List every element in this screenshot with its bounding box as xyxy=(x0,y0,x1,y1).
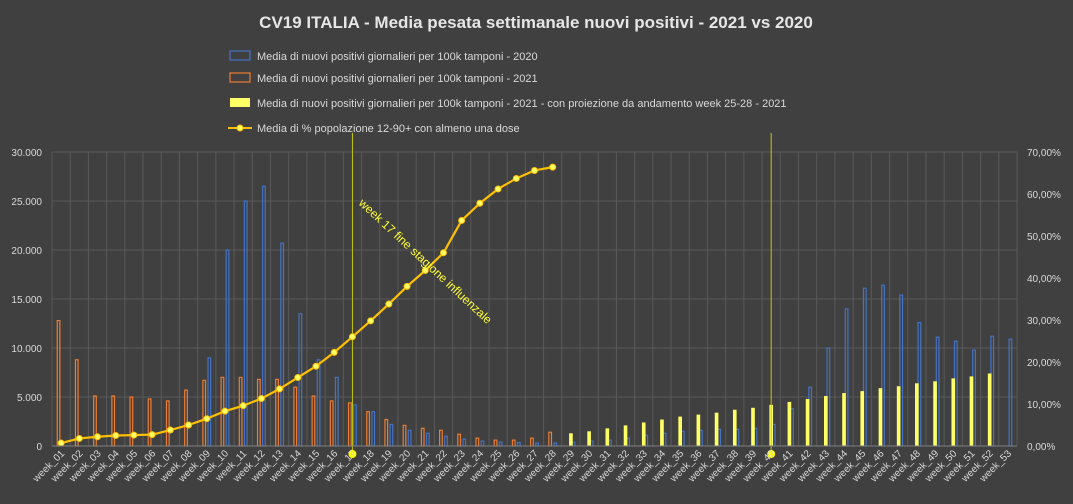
dose-point xyxy=(57,439,65,447)
dose-point xyxy=(203,415,211,423)
right-axis-tick-label: 0,00% xyxy=(1027,442,1055,453)
legend-swatch-3 xyxy=(230,98,250,107)
bar-series-3 xyxy=(587,431,591,446)
dose-point xyxy=(257,395,265,403)
dose-point xyxy=(221,407,229,415)
dose-point xyxy=(421,266,429,274)
left-axis-tick-label: 5.000 xyxy=(17,393,42,404)
dose-point xyxy=(494,185,502,193)
bar-series-3 xyxy=(787,401,792,446)
dose-point xyxy=(75,434,83,442)
chart-title: CV19 ITALIA - Media pesata settimanale n… xyxy=(259,13,813,32)
dose-point xyxy=(531,166,538,174)
dose-point xyxy=(94,433,102,441)
legend: Media di nuovi positivi giornalieri per … xyxy=(228,50,787,135)
bar-series-3 xyxy=(951,378,956,446)
bar-series-3 xyxy=(605,428,610,446)
bar-series-3 xyxy=(660,419,664,446)
left-axis-tick-label: 15.000 xyxy=(11,295,42,306)
dose-point xyxy=(330,348,338,356)
legend-swatch-2 xyxy=(229,72,251,83)
dose-point xyxy=(458,216,466,224)
dose-point xyxy=(512,174,520,182)
right-axis-tick-label: 20,00% xyxy=(1027,358,1061,369)
dose-point xyxy=(348,333,356,341)
dose-point xyxy=(294,374,302,382)
bar-series-3 xyxy=(896,386,901,446)
right-axis-tick-label: 70,00% xyxy=(1027,148,1061,159)
legend-label-2: Media di nuovi positivi giornalieri per … xyxy=(257,73,538,85)
right-axis-tick-label: 30,00% xyxy=(1027,316,1061,327)
left-axis-tick-label: 10.000 xyxy=(11,344,42,355)
dose-point xyxy=(367,317,375,325)
dose-point xyxy=(166,426,174,434)
right-axis-tick-label: 50,00% xyxy=(1027,232,1061,243)
bar-series-3 xyxy=(987,373,992,446)
dose-point xyxy=(439,249,447,257)
right-axis-ticks: 0,00% 10,00% 20,00% 30,00% 40,00% 50,00% 60,00… xyxy=(1027,148,1061,453)
dose-line-series xyxy=(57,163,557,447)
dose-line xyxy=(60,166,553,445)
dose-point xyxy=(185,421,193,429)
bar-series-3 xyxy=(678,416,682,446)
bar-series-3 xyxy=(805,398,810,446)
bar-series-3 xyxy=(641,422,646,446)
bar-series-3 xyxy=(696,414,701,446)
marker-lines xyxy=(348,133,776,458)
bar-series-3 xyxy=(842,393,846,446)
dose-point xyxy=(130,431,138,439)
marker-dot xyxy=(767,450,776,458)
right-axis-tick-label: 10,00% xyxy=(1027,400,1061,411)
right-axis-tick-label: 40,00% xyxy=(1027,274,1061,285)
dose-point xyxy=(112,432,120,439)
legend-swatch-1 xyxy=(229,50,251,61)
dose-point xyxy=(549,163,557,171)
bar-series-3 xyxy=(933,381,937,446)
bar-series-3 xyxy=(569,433,573,446)
bar-series-3 xyxy=(751,407,755,446)
bar-series-3 xyxy=(915,383,919,446)
gridlines xyxy=(51,151,1018,447)
dose-point xyxy=(476,199,484,207)
legend-label-4: Media di % popolazione 12-90+ con almeno… xyxy=(257,123,520,135)
dose-point xyxy=(385,300,393,308)
bar-series-3 xyxy=(969,376,974,446)
dose-point xyxy=(239,402,247,410)
legend-label-3: Media di nuovi positivi giornalieri per … xyxy=(257,98,787,110)
bar-series-3 xyxy=(714,412,719,446)
bar-series-3 xyxy=(878,388,883,446)
bar-series-3 xyxy=(623,425,628,446)
dose-point xyxy=(403,282,411,290)
left-axis-tick-label: 20.000 xyxy=(11,246,42,257)
left-axis-tick-label: 25.000 xyxy=(11,197,42,208)
bar-series-3 xyxy=(732,409,737,446)
dose-point xyxy=(148,431,156,439)
legend-label-1: Media di nuovi positivi giornalieri per … xyxy=(257,51,538,63)
dose-point xyxy=(276,385,284,393)
bar-series-3 xyxy=(860,391,865,446)
dose-point xyxy=(312,362,320,370)
marker-dot xyxy=(348,450,357,458)
bar-series-3 xyxy=(824,396,828,446)
left-axis-tick-label: 30.000 xyxy=(11,148,42,159)
left-axis-ticks: 0 5.000 10.000 15.000 20.000 25.000 30.000 xyxy=(11,148,42,453)
right-axis-tick-label: 60,00% xyxy=(1027,190,1061,201)
left-axis-tick-label: 0 xyxy=(36,442,42,453)
legend-swatch-dot xyxy=(236,124,244,132)
